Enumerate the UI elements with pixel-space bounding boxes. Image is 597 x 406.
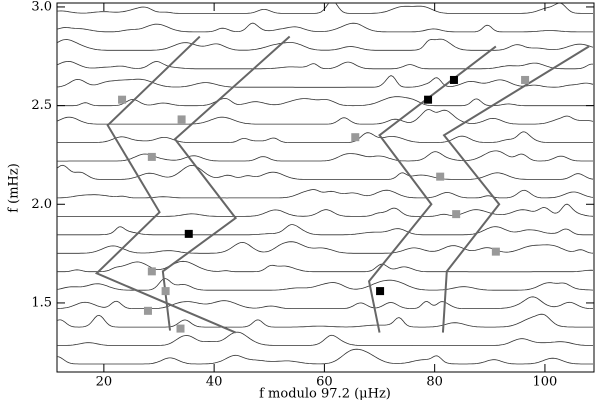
marker [376, 287, 385, 296]
spectrum-trace [57, 109, 594, 125]
y-tick-label: 1.5 [31, 295, 52, 310]
ridge-line [161, 35, 291, 331]
y-tick-label: 3.0 [31, 0, 52, 14]
spectrum-trace [57, 203, 594, 217]
x-tick-label: 60 [316, 375, 333, 390]
spectrum-trace [57, 150, 593, 162]
spectrum-trace [57, 75, 594, 88]
spectrum-trace [57, 348, 593, 365]
marker [177, 115, 186, 124]
marker [491, 247, 500, 256]
ridge-line [94, 35, 237, 334]
marker [436, 172, 445, 181]
marker [351, 133, 360, 142]
spectrum-trace [57, 278, 594, 291]
spectrum-trace [57, 189, 594, 199]
spectrum-trace [57, 313, 593, 328]
y-axis-label: f (mHz) [7, 163, 22, 213]
spectrum-trace [57, 38, 594, 51]
x-tick-label: 100 [533, 375, 558, 390]
plot [57, 3, 594, 365]
spectrum-trace [57, 164, 594, 180]
spectrum-trace [57, 3, 593, 14]
x-tick-label: 80 [426, 375, 443, 390]
y-tick-label: 2.5 [31, 98, 52, 113]
marker [147, 267, 156, 276]
y-tick-label: 2.0 [31, 197, 52, 212]
spectrum-trace [57, 331, 593, 346]
spectrum-trace [57, 22, 593, 33]
ridge-line [441, 45, 590, 333]
spectrum-trace [57, 224, 593, 236]
spectrum-trace [57, 296, 593, 309]
marker [147, 152, 156, 161]
plot-frame [56, 2, 595, 373]
marker [184, 229, 193, 238]
marker [452, 210, 461, 219]
spectrum-trace [57, 96, 593, 107]
marker [424, 95, 433, 104]
x-axis-label: f modulo 97.2 (μHz) [259, 387, 391, 402]
marker [161, 287, 170, 296]
spectrum-trace [57, 60, 593, 70]
marker [118, 95, 127, 104]
marker [449, 75, 458, 84]
marker [521, 75, 530, 84]
marker [143, 306, 152, 315]
x-tick-label: 40 [206, 375, 223, 390]
spectrum-trace [57, 131, 593, 143]
ridge-line [367, 45, 497, 333]
spectrum-trace [57, 260, 594, 273]
spectrum-trace [57, 241, 594, 254]
x-tick-label: 20 [96, 375, 113, 390]
marker [176, 324, 185, 333]
